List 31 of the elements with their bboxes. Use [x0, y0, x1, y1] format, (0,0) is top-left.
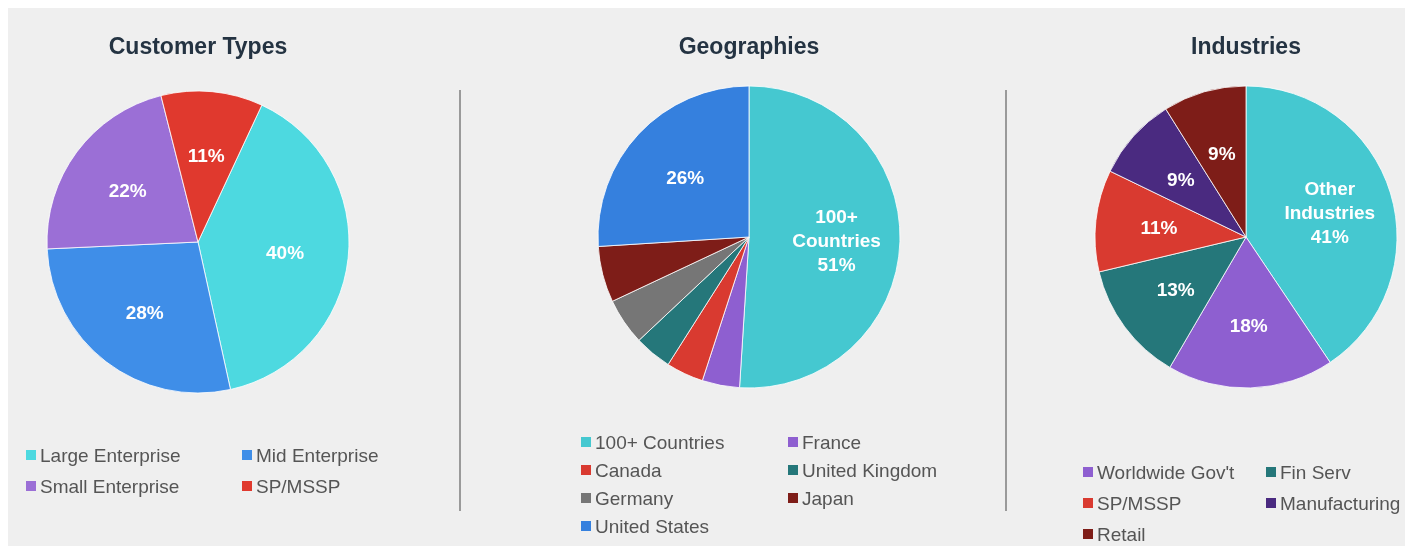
data-label: 9%	[1208, 142, 1236, 164]
legend-label: Worldwide Gov't	[1097, 461, 1236, 483]
data-label: 22%	[108, 179, 147, 201]
legend-label: United States	[595, 515, 710, 537]
chart-title: Geographies	[678, 33, 820, 59]
legend-label: SP/MSSP	[256, 475, 341, 497]
data-label: 100+ Countries 51%	[792, 205, 881, 275]
legend-label: Mid Enterprise	[256, 444, 379, 466]
legend-label: United Kingdom	[802, 459, 938, 481]
legend-label: France	[802, 431, 862, 453]
legend-label: Germany	[595, 487, 674, 509]
data-label: 40%	[266, 241, 305, 263]
legend-label: Japan	[802, 487, 854, 509]
data-label: 26%	[666, 166, 705, 188]
data-label: Other Industries 41%	[1284, 177, 1376, 246]
legend-label: Large Enterprise	[40, 444, 181, 466]
legend-label: SP/MSSP	[1097, 492, 1182, 514]
legend-label: Retail	[1097, 523, 1146, 545]
data-label: 11%	[1140, 216, 1178, 238]
legend-label: 100+ Countries	[595, 431, 725, 453]
legend-label: Canada	[595, 459, 662, 481]
chart-title: Industries	[1191, 33, 1301, 59]
legend-label: Manufacturing	[1280, 492, 1401, 514]
legend-label: Small Enterprise	[40, 475, 180, 497]
legend-label: Fin Serv	[1280, 461, 1352, 483]
data-label: 28%	[125, 301, 164, 322]
data-label: 9%	[1167, 168, 1195, 190]
data-label: 11%	[187, 144, 225, 166]
data-label: 13%	[1156, 278, 1195, 300]
data-label: 18%	[1229, 314, 1268, 336]
chart-title: Customer Types	[108, 33, 288, 59]
